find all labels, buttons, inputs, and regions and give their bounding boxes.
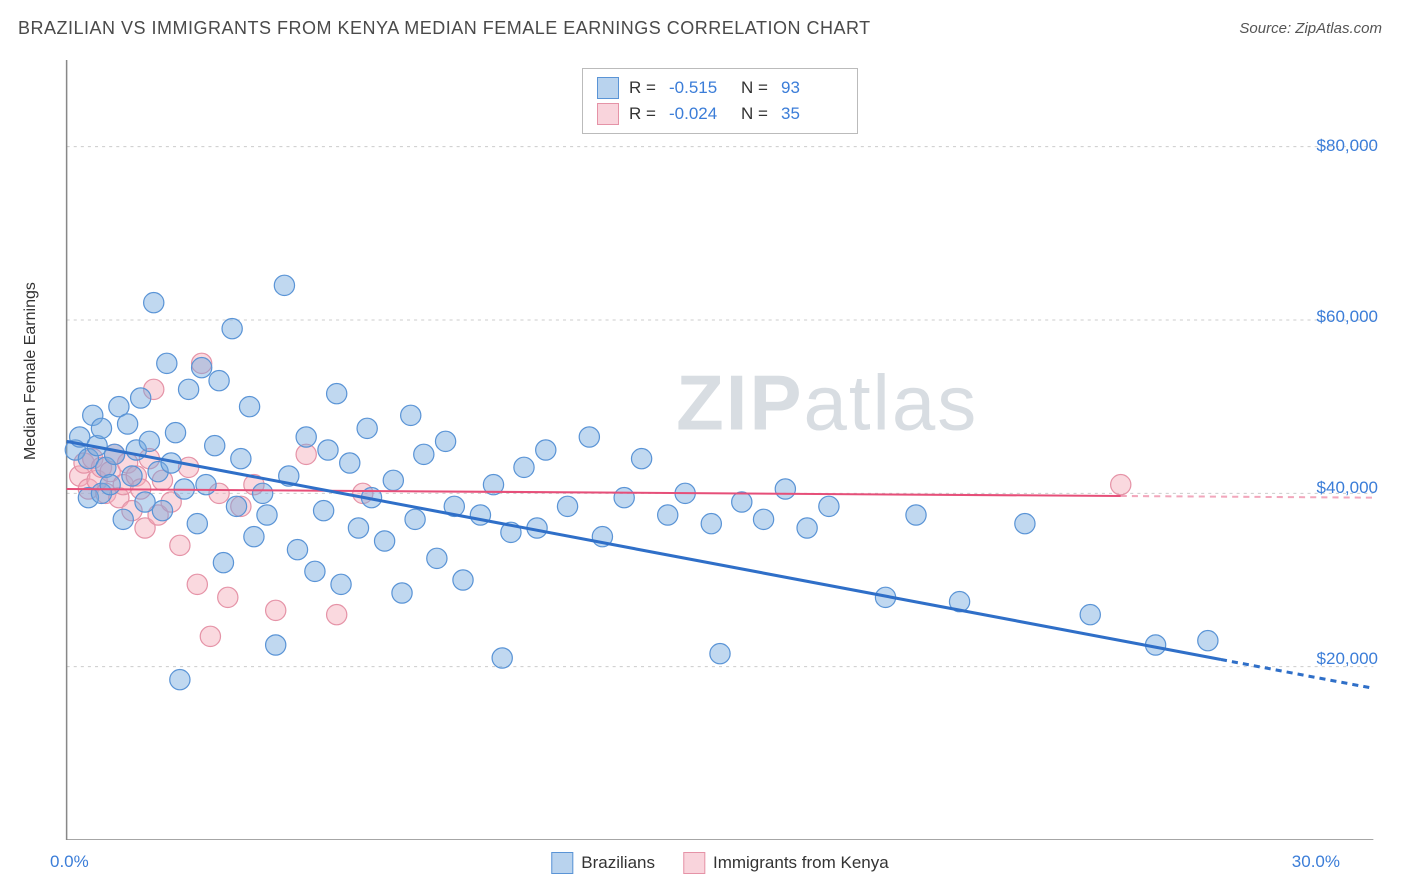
- y-axis-label: Median Female Earnings: [22, 282, 40, 460]
- swatch-pink-icon: [597, 103, 619, 125]
- legend-row-blue: R = -0.515 N = 93: [597, 75, 843, 101]
- legend-item-blue: Brazilians: [551, 852, 655, 874]
- series-legend: Brazilians Immigrants from Kenya: [551, 852, 888, 874]
- scatter-plot: [50, 60, 1390, 840]
- legend-item-pink: Immigrants from Kenya: [683, 852, 889, 874]
- x-axis-min-label: 0.0%: [50, 852, 89, 872]
- y-tick-label: $80,000: [1317, 136, 1378, 156]
- source-attribution: Source: ZipAtlas.com: [1239, 20, 1382, 37]
- x-axis-max-label: 30.0%: [1292, 852, 1340, 872]
- y-tick-label: $40,000: [1317, 478, 1378, 498]
- chart-container: Median Female Earnings ZIPatlas R = -0.5…: [50, 60, 1390, 840]
- swatch-blue-icon: [597, 77, 619, 99]
- chart-title: BRAZILIAN VS IMMIGRANTS FROM KENYA MEDIA…: [18, 18, 871, 39]
- y-tick-label: $60,000: [1317, 307, 1378, 327]
- swatch-pink-icon: [683, 852, 705, 874]
- correlation-legend: R = -0.515 N = 93 R = -0.024 N = 35: [582, 68, 858, 134]
- legend-row-pink: R = -0.024 N = 35: [597, 101, 843, 127]
- y-tick-label: $20,000: [1317, 649, 1378, 669]
- swatch-blue-icon: [551, 852, 573, 874]
